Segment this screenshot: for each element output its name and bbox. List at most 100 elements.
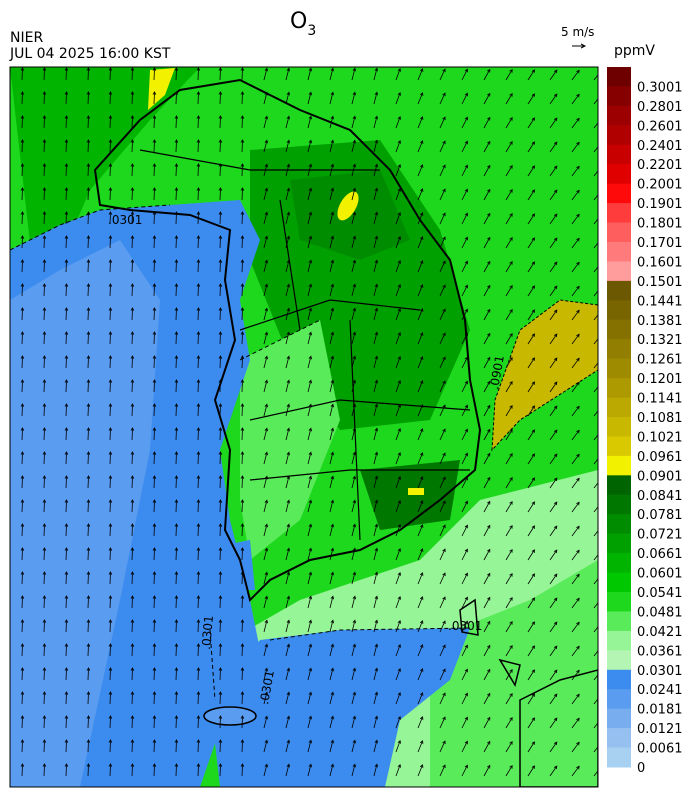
org-label: NIER — [10, 30, 43, 46]
title-text: O — [290, 9, 307, 34]
colorbar-segment — [607, 300, 631, 320]
colorbar-label: 0.1901 — [637, 197, 683, 212]
contour-label: .0301 — [108, 213, 142, 227]
wind-arrow-head — [599, 239, 602, 242]
colorbar-segment — [607, 359, 631, 379]
colorbar-label: 0.1081 — [637, 411, 683, 426]
colorbar-label: 0.0481 — [637, 605, 683, 620]
colorbar-label: 0.1321 — [637, 333, 683, 348]
high-ozone-area — [408, 488, 424, 495]
colorbar-segment — [607, 106, 631, 126]
wind-arrow-head — [599, 335, 602, 338]
wind-arrow-head — [599, 551, 602, 554]
colorbar-segment — [607, 145, 631, 165]
colorbar-segment — [607, 184, 631, 204]
wind-scale-label: 5 m/s — [561, 25, 594, 39]
colorbar-segment — [607, 261, 631, 281]
colorbar-segment — [607, 689, 631, 709]
colorbar-segment — [607, 125, 631, 145]
colorbar-segment — [607, 223, 631, 243]
colorbar-label: 0.0061 — [637, 742, 683, 757]
wind-arrow-head — [599, 287, 602, 290]
colorbar-segment — [607, 203, 631, 223]
colorbar-label: 0.2001 — [637, 178, 683, 193]
low-ozone-area — [225, 540, 255, 590]
colorbar-segment — [607, 748, 631, 768]
colorbar-segment — [607, 611, 631, 631]
colorbar-label: 0.1141 — [637, 392, 683, 407]
colorbar-segment — [607, 650, 631, 670]
colorbar-label: 0.2601 — [637, 119, 683, 134]
wind-arrow-head — [599, 167, 602, 170]
wind-arrow-head — [599, 431, 602, 434]
wind-arrow-head — [599, 191, 602, 194]
wind-arrow-head — [599, 311, 602, 314]
colorbar-label: 0.2201 — [637, 158, 683, 173]
wind-arrow-head — [599, 359, 602, 362]
colorbar-label: 0.0121 — [637, 722, 683, 737]
contour-label: .0301 — [199, 615, 216, 650]
colorbar-segment — [607, 320, 631, 340]
wind-arrow-head — [599, 671, 602, 674]
wind-arrow-head — [599, 263, 602, 266]
colorbar-label: 0 — [637, 761, 645, 776]
colorbar-label: 0.0841 — [637, 489, 683, 504]
colorbar-label: 0.1441 — [637, 294, 683, 309]
island — [204, 707, 256, 725]
wind-arrow-head — [599, 575, 602, 578]
title: O3 — [290, 9, 316, 39]
wind-arrow-head — [599, 599, 602, 602]
wind-arrow-head — [599, 623, 602, 626]
wind-arrow-head — [599, 527, 602, 530]
wind-arrow-head — [599, 719, 602, 722]
wind-arrow-head — [599, 503, 602, 506]
colorbar-label: 0.3001 — [637, 80, 683, 95]
colorbar-label: 0.0721 — [637, 528, 683, 543]
colorbar-segment — [607, 514, 631, 534]
colorbar-segment — [607, 670, 631, 690]
colorbar-segment — [607, 281, 631, 301]
colorbar-segment — [607, 242, 631, 262]
wind-arrow-head — [599, 455, 602, 458]
colorbar-label: 0.1381 — [637, 314, 683, 329]
colorbar-label: 0.1021 — [637, 430, 683, 445]
wind-arrow-head — [599, 95, 602, 98]
colorbar-segment — [607, 67, 631, 87]
colorbar: 0.3001 0.2801 0.2601 0.2401 0.2201 0.2001 0.19… — [607, 67, 683, 776]
colorbar-segment — [607, 475, 631, 495]
colorbar-label: 0.0661 — [637, 547, 683, 562]
wind-arrow-head — [599, 695, 602, 698]
title-subscript: 3 — [307, 23, 316, 39]
wind-arrow-head — [599, 647, 602, 650]
colorbar-segment — [607, 709, 631, 729]
wind-arrow-head — [599, 383, 602, 386]
colorbar-segment — [607, 592, 631, 612]
colorbar-segment — [607, 553, 631, 573]
colorbar-segment — [607, 456, 631, 476]
colorbar-segment — [607, 495, 631, 515]
colorbar-label: 0.0421 — [637, 625, 683, 640]
colorbar-segment — [607, 378, 631, 398]
wind-arrow-head — [599, 143, 602, 146]
colorbar-label: 0.0601 — [637, 567, 683, 582]
wind-arrow-head — [599, 479, 602, 482]
colorbar-label: 0.2801 — [637, 100, 683, 115]
colorbar-label: 0.0781 — [637, 508, 683, 523]
colorbar-label: 0.2401 — [637, 139, 683, 154]
wind-arrow-head — [599, 767, 602, 770]
contour-label: .0301 — [448, 619, 482, 633]
colorbar-segment — [607, 436, 631, 456]
colorbar-unit: ppmV — [614, 43, 655, 59]
colorbar-segment — [607, 339, 631, 359]
wind-arrow-head — [599, 71, 602, 74]
colorbar-label: 0.1201 — [637, 372, 683, 387]
colorbar-segment — [607, 86, 631, 106]
colorbar-label: 0.0961 — [637, 450, 683, 465]
colorbar-label: 0.0301 — [637, 664, 683, 679]
colorbar-segment — [607, 417, 631, 437]
colorbar-label: 0.0181 — [637, 703, 683, 718]
wind-arrow-head — [599, 407, 602, 410]
colorbar-label: 0.0361 — [637, 644, 683, 659]
